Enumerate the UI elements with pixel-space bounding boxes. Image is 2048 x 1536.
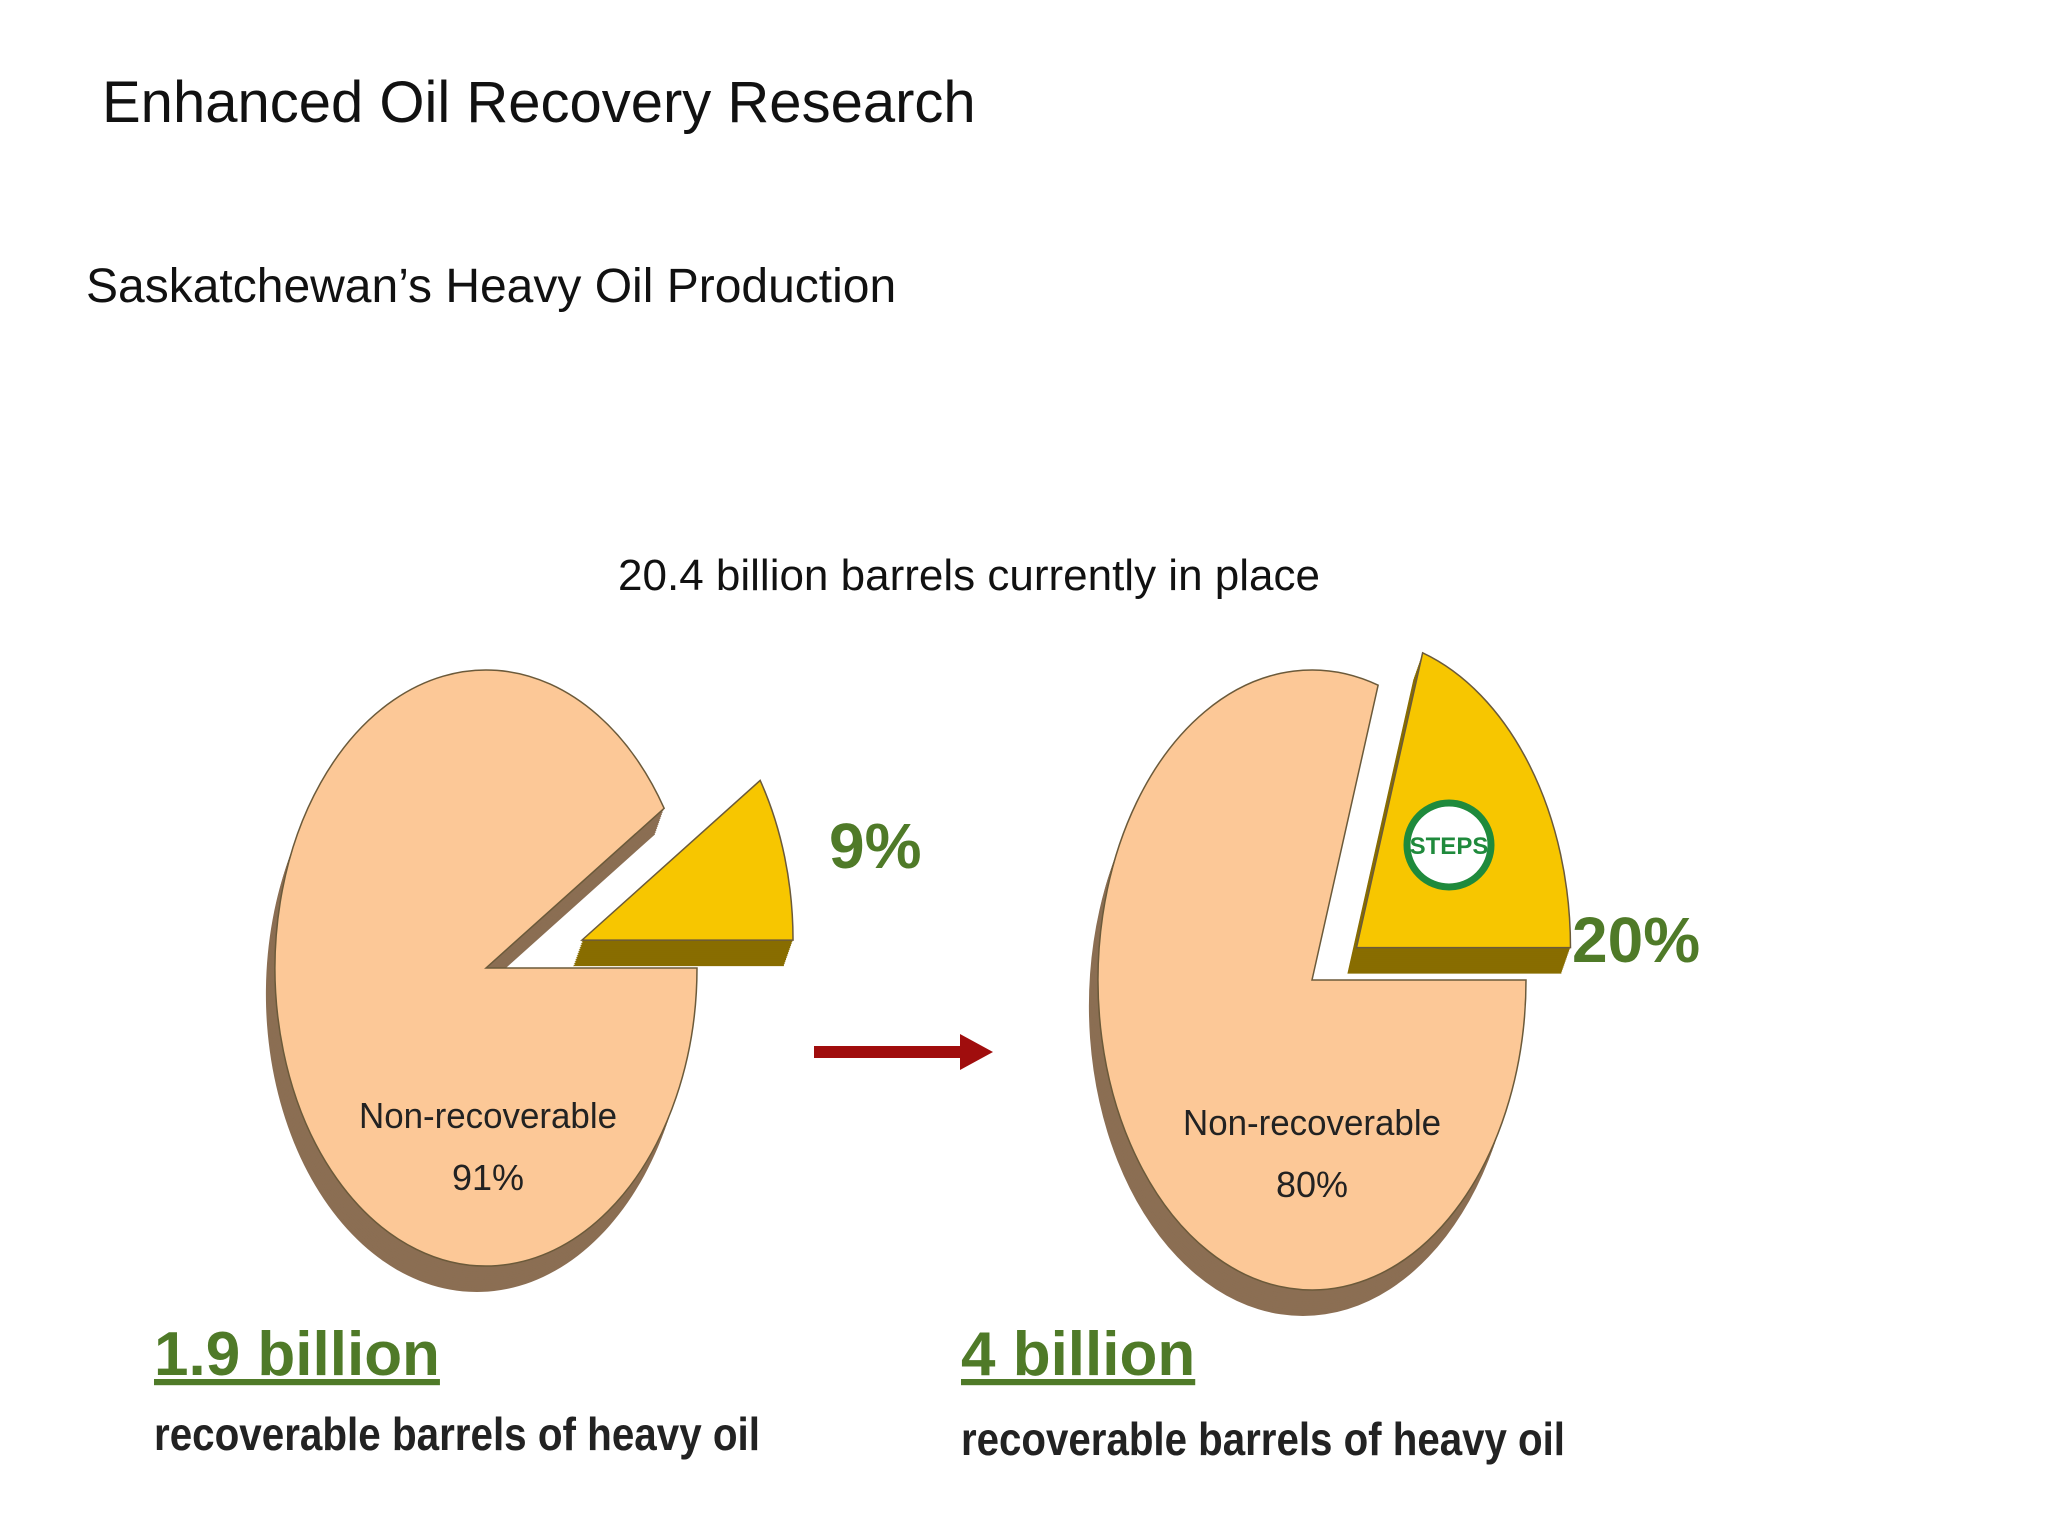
total-label: 1.9 billion — [154, 1320, 440, 1389]
total-note: recoverable barrels of heavy oil — [154, 1408, 760, 1460]
slice — [580, 779, 794, 941]
arrow — [814, 1034, 993, 1070]
slice-label: Non-recoverable — [1183, 1102, 1441, 1143]
slice-label: Non-recoverable — [359, 1095, 617, 1136]
pie — [265, 669, 794, 1293]
value-label: 80% — [1276, 1164, 1348, 1205]
badge-text: STEPS — [1410, 833, 1489, 860]
slice — [274, 669, 698, 1267]
slice — [1355, 651, 1572, 949]
total-note: recoverable barrels of heavy oil — [961, 1413, 1565, 1465]
value-label: 20% — [1572, 904, 1700, 976]
caption: 20.4 billion barrels currently in place — [618, 551, 1320, 600]
slide-title: Enhanced Oil Recovery Research — [102, 70, 976, 135]
value-label: 91% — [452, 1157, 524, 1198]
badge-circle — [1403, 799, 1495, 891]
total-label: 4 billion — [961, 1320, 1195, 1389]
pie — [1088, 651, 1572, 1316]
slide-subtitle: Saskatchewan’s Heavy Oil Production — [86, 260, 896, 313]
slice — [1097, 669, 1527, 1291]
value-label: 9% — [829, 810, 922, 882]
